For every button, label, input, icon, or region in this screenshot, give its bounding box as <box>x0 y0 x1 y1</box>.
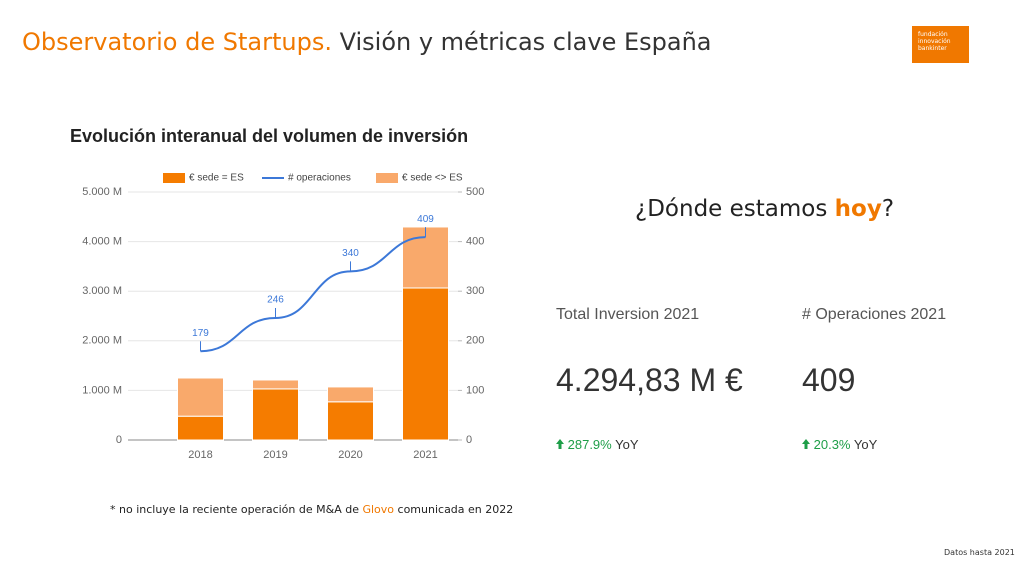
y2-tick-label: 300 <box>466 285 484 297</box>
change-period: YoY <box>615 437 639 452</box>
change-value: 287.9% <box>567 437 612 452</box>
footnote: * no incluye la reciente operación de M&… <box>110 503 513 516</box>
up-arrow <box>802 439 810 449</box>
legend-label: € sede = ES <box>189 173 244 184</box>
kpi-value: 4.294,83 M € <box>556 362 743 398</box>
y-tick-label: 5.000 M <box>82 186 122 198</box>
bar <box>252 379 299 390</box>
title-rest: Visión y métricas clave España <box>339 28 712 56</box>
y2-tick-label: 500 <box>466 186 484 198</box>
slide-title: Observatorio de Startups. Visión y métri… <box>22 28 712 56</box>
x-tick-label: 2018 <box>188 449 212 461</box>
heading-text: ? <box>881 196 895 222</box>
logo: fundación innovación bankinter <box>912 26 969 63</box>
up-arrow <box>556 439 564 449</box>
y-tick-label: 2.000 M <box>82 335 122 347</box>
kpi-change: 287.9% YoY <box>556 437 743 452</box>
data-label: 179 <box>192 328 209 339</box>
change-value: 20.3% <box>813 437 851 452</box>
legend-label: € sede <> ES <box>402 173 463 184</box>
bar <box>177 415 224 441</box>
kpi-change: 20.3% YoY <box>802 437 946 452</box>
y2-tick-label: 100 <box>466 384 484 396</box>
y-tick-label: 3.000 M <box>82 285 122 297</box>
data-label: 246 <box>267 295 284 306</box>
data-label: 340 <box>342 248 359 259</box>
chart: Evolución interanual del volumen de inve… <box>70 126 484 461</box>
logo-line: fundación <box>918 31 948 38</box>
y2-tick-label: 0 <box>466 434 472 446</box>
footnote-text: * no incluye la reciente operación de M&… <box>110 503 363 516</box>
line <box>200 236 426 353</box>
logo-line: innovación <box>918 38 951 45</box>
bar <box>252 388 299 441</box>
bar <box>327 386 374 403</box>
kpi-card: Total Inversion 2021 4.294,83 M € 287.9%… <box>556 268 743 471</box>
kpi-label: # Operaciones 2021 <box>802 306 947 323</box>
legend-swatch <box>376 173 398 183</box>
y-tick-label: 0 <box>116 434 122 446</box>
title-highlight: Observatorio de Startups. <box>22 28 332 56</box>
kpi-value: 409 <box>802 362 856 398</box>
legend-swatch <box>163 173 185 183</box>
footnote-text: comunicada en 2022 <box>394 503 514 516</box>
heading-highlight: hoy <box>834 196 882 222</box>
y2-tick-label: 200 <box>466 335 484 347</box>
data-label: 409 <box>417 214 434 225</box>
bar <box>402 287 449 441</box>
y-tick-label: 4.000 M <box>82 236 122 248</box>
change-period: YoY <box>853 437 878 452</box>
bar <box>177 377 224 417</box>
kpi-heading: ¿Dónde estamos hoy? <box>635 196 894 222</box>
legend-label: # operaciones <box>288 173 351 184</box>
chart-title: Evolución interanual del volumen de inve… <box>70 126 468 146</box>
x-tick-label: 2021 <box>413 449 437 461</box>
kpi-label: Total Inversion 2021 <box>556 306 700 323</box>
footnote-highlight: Glovo <box>362 503 395 516</box>
y2-tick-label: 400 <box>466 236 484 248</box>
footer: Datos hasta 2021 <box>944 548 1015 557</box>
x-tick-label: 2019 <box>263 449 287 461</box>
x-tick-label: 2020 <box>338 449 362 461</box>
logo-line: bankinter <box>918 45 947 52</box>
kpi-card: # Operaciones 2021 409 20.3% YoY <box>802 268 946 471</box>
y-tick-label: 1.000 M <box>82 384 122 396</box>
heading-text: ¿Dónde estamos <box>635 196 835 222</box>
bar <box>327 401 374 441</box>
